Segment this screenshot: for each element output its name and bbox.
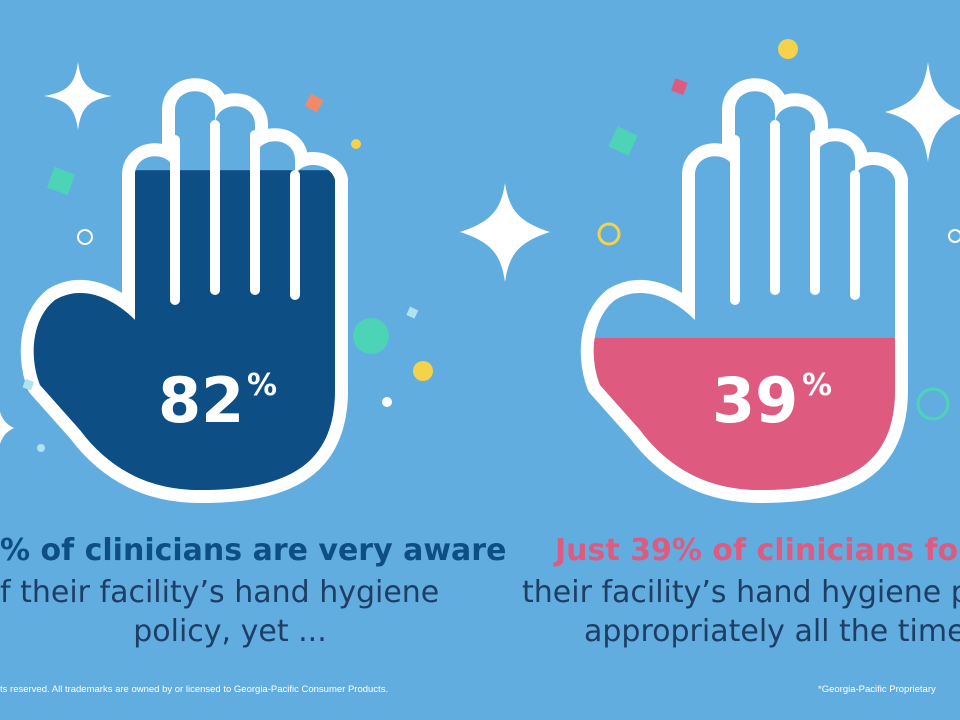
footer-left: ts reserved. All trademarks are owned by… [0,684,389,695]
left-hand-fill [33,170,335,490]
right-headline: Just 39% of clinicians follo [555,533,960,568]
svg-text:82: 82 [158,364,244,437]
sparkle-icon [44,62,112,130]
svg-text:%: % [802,368,832,403]
right-caption-line2-wrap: their facility’s hand hygiene p [522,575,960,610]
left-caption-line2-wrap: f their facility’s hand hygiene [0,575,440,610]
footer-right: *Georgia-Pacific Proprietary [818,684,936,695]
left-caption-line2: f their facility’s hand hygiene [0,575,440,610]
svg-text:%: % [247,368,277,403]
left-caption-line3: policy, yet ... [133,614,327,649]
sparkle-icon [460,183,550,282]
left-percent-label: 82 % [158,364,277,437]
right-caption-line3-wrap: appropriately all the time [584,614,960,649]
right-caption-line2: their facility’s hand hygiene p [522,575,960,610]
sparkle-icon [885,62,960,162]
left-caption-line3-wrap: policy, yet ... [130,614,330,649]
right-caption: Just 39% of clinicians follo [555,533,960,568]
left-hand-icon [20,91,360,500]
left-headline: % of clinicians are very aware [0,533,507,568]
left-finger-gaps [170,120,300,305]
svg-text:39: 39 [712,364,798,437]
right-finger-gaps [730,120,860,305]
right-caption-line3: appropriately all the time [584,614,960,649]
confetti [22,39,960,452]
right-percent-label: 39 % [712,364,832,437]
left-caption: % of clinicians are very aware [0,533,507,568]
right-hand-icon [580,91,920,500]
sparkle-icon [0,412,14,444]
